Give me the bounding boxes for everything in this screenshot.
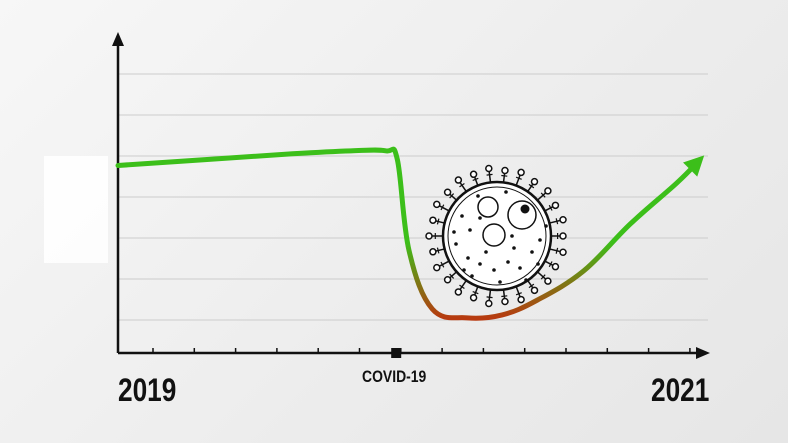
- virus-dot: [536, 262, 540, 266]
- virus-inner-ring: [447, 186, 547, 286]
- virus-dot: [460, 214, 464, 218]
- virus-spike-bar: [449, 193, 455, 199]
- virus-dot: [484, 250, 488, 254]
- x-tick-label-covid-19: COVID-19: [362, 367, 427, 386]
- virus-spike-tip: [551, 201, 560, 210]
- virus-spike-tip: [469, 170, 478, 179]
- virus-dot: [530, 250, 534, 254]
- virus-spike-bar: [440, 204, 445, 211]
- virus-spike-tip: [443, 276, 452, 284]
- virus-dot: [506, 260, 510, 264]
- virus-spike-bar: [472, 291, 479, 295]
- virus-spike-bar: [555, 218, 559, 225]
- virus-dot: [468, 228, 472, 232]
- virus-spike-bar: [486, 296, 493, 299]
- series-group: [115, 146, 705, 321]
- virus-spike-tip: [485, 164, 493, 173]
- virus-vesicle: [477, 196, 499, 218]
- series-line: [115, 146, 703, 321]
- virus-spike-tip: [559, 215, 567, 224]
- virus-spike-tip: [433, 200, 441, 209]
- virus-spike-tip: [530, 177, 539, 186]
- virus-spike-bar: [440, 261, 445, 268]
- series-arrowhead: [683, 155, 705, 177]
- x-tick-label-2021: 2021: [651, 372, 710, 408]
- x-axis-arrow: [696, 347, 710, 359]
- virus-spike-bar: [486, 173, 493, 176]
- virus-spike-tip: [443, 188, 452, 196]
- virus-nucleus: [520, 204, 530, 214]
- virus-spike-tip: [429, 216, 437, 224]
- virus-spike-tip: [530, 286, 539, 295]
- virus-icon: [425, 164, 567, 308]
- virus-dot: [478, 262, 482, 266]
- virus-spike-bar: [501, 295, 508, 298]
- virus-spike-tip: [425, 232, 433, 240]
- virus-spike-bar: [472, 177, 479, 181]
- virus-dot: [524, 278, 528, 282]
- virus-dot: [538, 238, 542, 242]
- virus-dot: [518, 266, 522, 270]
- virus-spike-bar: [449, 273, 455, 279]
- virus-spike-tip: [501, 297, 509, 306]
- virus-dot: [510, 234, 514, 238]
- virus-spike-tip: [517, 295, 525, 304]
- x-tick-label-2019: 2019: [118, 372, 177, 408]
- x-ticks: [152, 348, 691, 358]
- axes: [112, 32, 710, 359]
- virus-spike-tip: [501, 166, 509, 175]
- virus-spike-bar: [555, 247, 559, 254]
- virus-spike-bar: [548, 261, 553, 268]
- virus-dot: [478, 216, 482, 220]
- virus-spike-tip: [433, 263, 441, 272]
- virus-spike-tip: [454, 288, 463, 296]
- virus-spike-bar: [459, 183, 465, 188]
- virus-vesicle: [482, 223, 506, 247]
- virus-spike-tip: [544, 187, 552, 195]
- virus-spike-tip: [544, 277, 552, 285]
- virus-spike-tip: [551, 262, 560, 271]
- virus-dot: [544, 224, 548, 228]
- virus-spike-bar: [540, 274, 546, 280]
- virus-dot: [504, 190, 508, 194]
- grid-lines: [118, 73, 708, 321]
- virus-spike-bar: [436, 247, 440, 254]
- virus-spike-tip: [429, 248, 437, 256]
- virus-dot: [452, 230, 456, 234]
- virus-spike-tip: [517, 168, 525, 177]
- virus-spike-bar: [501, 174, 508, 177]
- virus-spike-bar: [515, 176, 522, 180]
- virus-spike-tip: [454, 176, 463, 184]
- virus-dot: [462, 268, 466, 272]
- virus-spike-bar: [528, 183, 535, 189]
- virus-vesicle: [507, 200, 537, 230]
- virus-spike-bar: [548, 204, 553, 211]
- white-panel: [44, 156, 108, 263]
- virus-spike-bar: [515, 292, 522, 296]
- virus-dot: [498, 280, 502, 284]
- virus-spike-bar: [528, 283, 535, 289]
- virus-dot: [466, 256, 470, 260]
- virus-dot: [454, 242, 458, 246]
- virus-spike-bar: [436, 218, 440, 225]
- virus-spike-tip: [559, 248, 567, 257]
- virus-spike-bar: [540, 192, 546, 198]
- covid-marker: [391, 348, 402, 358]
- virus-dot: [512, 246, 516, 250]
- virus-spike-tip: [469, 293, 478, 302]
- virus-spike-tip: [559, 232, 567, 240]
- virus-dot: [492, 268, 496, 272]
- virus-spike-bar: [459, 284, 465, 289]
- virus-spike-tip: [485, 299, 493, 308]
- virus-dot: [470, 274, 474, 278]
- y-axis-arrow: [112, 32, 124, 46]
- virus-dot: [476, 194, 480, 198]
